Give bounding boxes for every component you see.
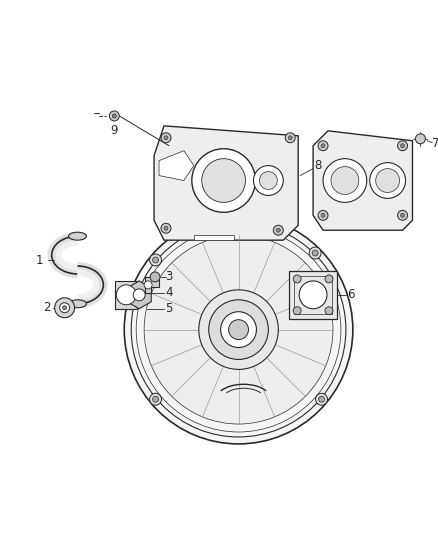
Circle shape — [318, 211, 328, 220]
Circle shape — [325, 307, 333, 314]
Circle shape — [221, 312, 256, 348]
Circle shape — [199, 290, 278, 369]
Circle shape — [110, 111, 119, 121]
Text: 8: 8 — [314, 159, 322, 172]
Circle shape — [150, 393, 162, 405]
Circle shape — [299, 281, 327, 309]
Circle shape — [370, 163, 406, 198]
Circle shape — [321, 144, 325, 148]
Circle shape — [416, 134, 425, 144]
Circle shape — [376, 168, 399, 192]
Circle shape — [273, 225, 283, 235]
Circle shape — [112, 114, 117, 118]
Circle shape — [254, 166, 283, 196]
Polygon shape — [194, 235, 233, 240]
Circle shape — [321, 213, 325, 217]
Polygon shape — [127, 281, 151, 309]
Text: 9: 9 — [110, 124, 118, 138]
Text: 1: 1 — [36, 254, 43, 266]
Text: 5: 5 — [165, 302, 173, 315]
Circle shape — [285, 133, 295, 143]
Text: 6: 6 — [347, 288, 355, 301]
Polygon shape — [145, 277, 159, 293]
Circle shape — [325, 275, 333, 283]
Circle shape — [401, 144, 405, 148]
Circle shape — [60, 303, 70, 313]
Circle shape — [161, 223, 171, 233]
Circle shape — [323, 159, 367, 203]
Circle shape — [202, 159, 246, 203]
Circle shape — [293, 275, 301, 283]
Bar — [289, 271, 337, 319]
Circle shape — [315, 393, 328, 405]
Circle shape — [331, 167, 359, 195]
Ellipse shape — [69, 232, 86, 240]
Circle shape — [161, 133, 171, 143]
Circle shape — [318, 396, 325, 402]
Text: 4: 4 — [165, 286, 173, 300]
Circle shape — [133, 289, 145, 301]
Circle shape — [312, 250, 318, 256]
Polygon shape — [154, 126, 298, 240]
Circle shape — [144, 235, 333, 424]
Circle shape — [152, 257, 159, 263]
Circle shape — [293, 307, 301, 314]
Circle shape — [55, 298, 74, 318]
Circle shape — [318, 141, 328, 151]
Circle shape — [398, 211, 407, 220]
Text: 2: 2 — [43, 301, 50, 314]
Circle shape — [164, 136, 168, 140]
Circle shape — [152, 396, 159, 402]
Circle shape — [259, 172, 277, 189]
Circle shape — [144, 281, 152, 289]
Bar — [294, 276, 332, 314]
Text: 7: 7 — [431, 138, 438, 150]
Circle shape — [117, 285, 136, 305]
Circle shape — [63, 306, 67, 310]
Text: 3: 3 — [165, 270, 173, 284]
Circle shape — [164, 226, 168, 230]
Polygon shape — [115, 281, 137, 309]
Circle shape — [229, 320, 248, 340]
Circle shape — [192, 149, 255, 212]
Circle shape — [401, 213, 405, 217]
Circle shape — [309, 247, 321, 259]
Polygon shape — [313, 131, 413, 230]
Ellipse shape — [69, 300, 86, 308]
Circle shape — [276, 228, 280, 232]
Circle shape — [150, 272, 160, 282]
Circle shape — [288, 136, 292, 140]
Circle shape — [150, 254, 162, 266]
Circle shape — [209, 300, 268, 359]
Circle shape — [124, 215, 353, 444]
Circle shape — [398, 141, 407, 151]
Polygon shape — [159, 151, 194, 181]
